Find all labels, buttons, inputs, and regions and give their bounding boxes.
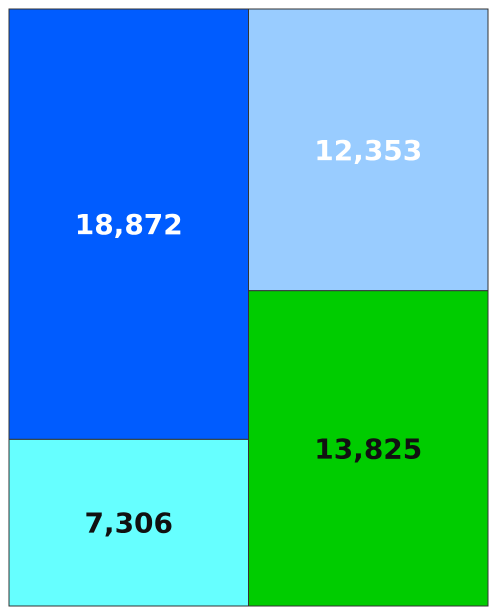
treemap-cell bbox=[8, 438, 249, 607]
treemap-cell bbox=[248, 290, 489, 607]
cell-label: 12,353 bbox=[314, 134, 422, 167]
treemap-cell bbox=[8, 8, 249, 440]
cell-label: 7,306 bbox=[84, 507, 173, 540]
cell-label: 13,825 bbox=[314, 432, 422, 465]
cell-label: 18,872 bbox=[75, 208, 183, 241]
treemap-cell bbox=[248, 8, 489, 292]
